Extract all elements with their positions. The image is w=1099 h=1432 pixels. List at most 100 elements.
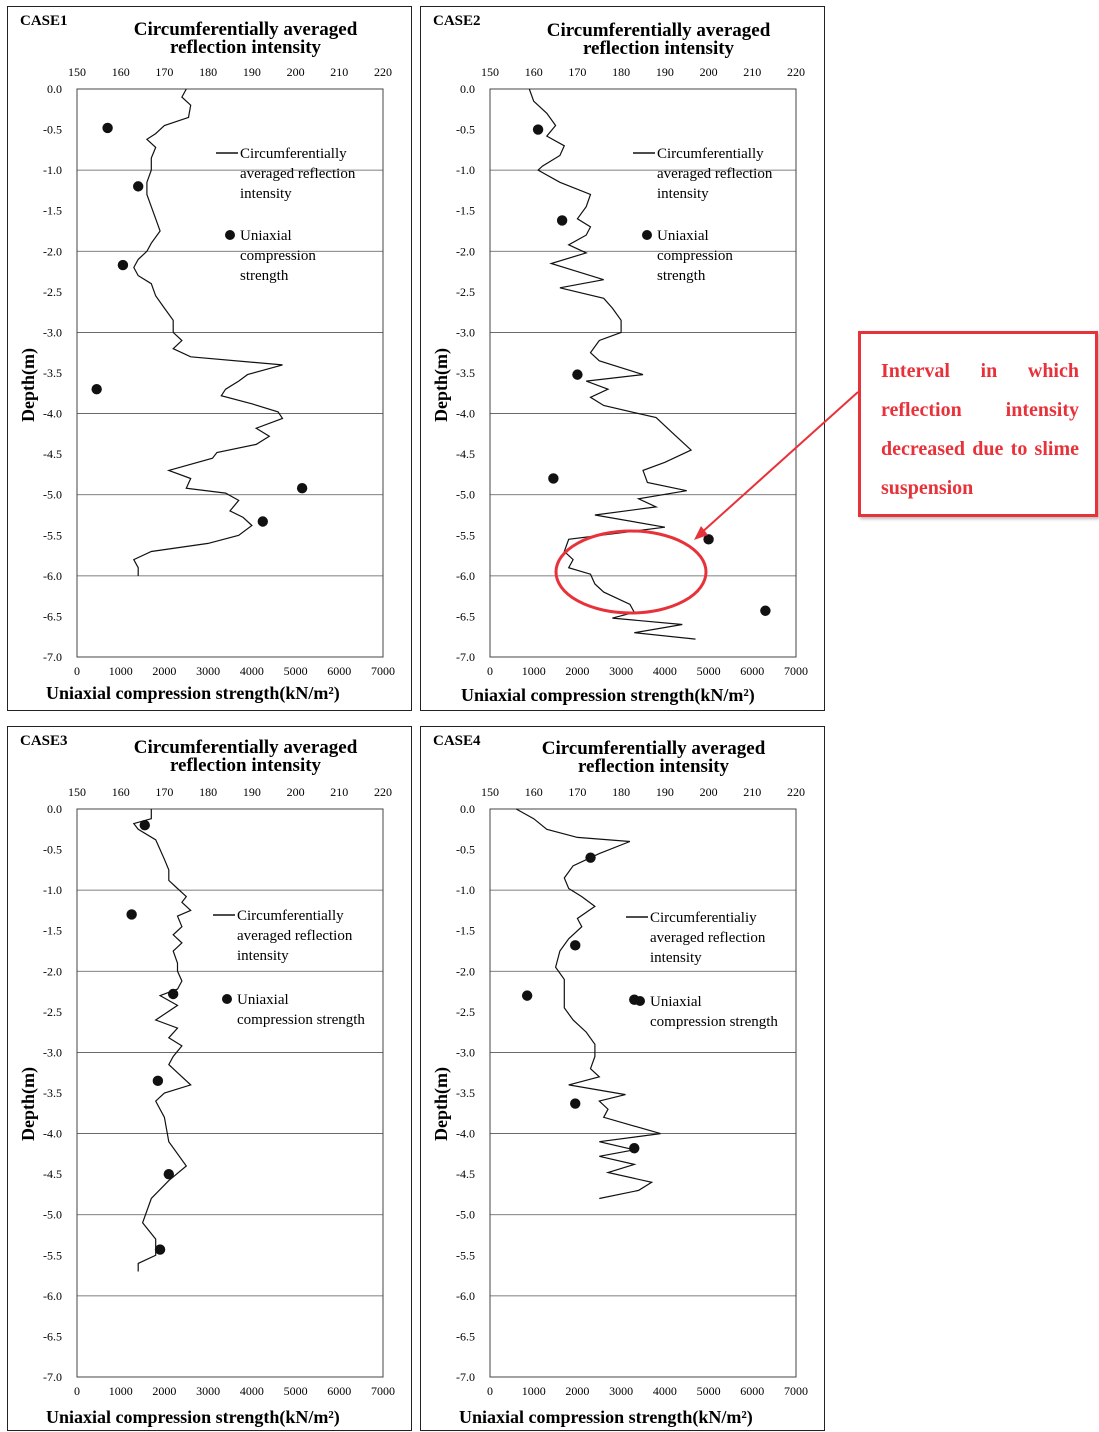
- top-tick-label: 200: [700, 65, 718, 79]
- bottom-tick-label: 0: [487, 664, 493, 678]
- top-tick-label: 190: [656, 65, 674, 79]
- bottom-tick-label: 3000: [609, 664, 633, 678]
- y-tick-label: -2.0: [456, 244, 475, 258]
- y-tick-label: -5.0: [43, 488, 62, 502]
- top-tick-label: 220: [374, 785, 392, 799]
- strength-point: [572, 369, 583, 380]
- legend-line-text: Circumferentially: [237, 908, 344, 924]
- strength-point: [521, 990, 533, 1001]
- strength-point: [585, 852, 596, 863]
- y-tick-label: -5.0: [43, 1208, 62, 1222]
- y-tick-label: -4.5: [43, 1167, 62, 1181]
- chart-title-line2: reflection intensity: [169, 755, 322, 776]
- y-tick-label: -0.5: [43, 123, 62, 137]
- strength-point: [257, 516, 268, 527]
- y-tick-label: -1.5: [43, 204, 62, 218]
- bottom-tick-label: 3000: [196, 1384, 220, 1398]
- y-tick-label: -4.0: [43, 407, 62, 421]
- strength-point: [126, 909, 137, 920]
- y-tick-label: -1.0: [456, 163, 475, 177]
- y-tick-label: -2.0: [43, 244, 62, 258]
- top-tick-label: 200: [287, 785, 305, 799]
- y-tick-label: -7.0: [43, 1370, 62, 1384]
- chart-title-line2: reflection intensity: [582, 38, 735, 59]
- legend-dot-swatch: [222, 994, 232, 1004]
- strength-point: [703, 534, 714, 545]
- bottom-tick-label: 2000: [565, 664, 589, 678]
- bottom-tick-label: 5000: [284, 1384, 308, 1398]
- y-tick-label: -2.5: [456, 285, 475, 299]
- y-tick-label: -3.0: [456, 325, 475, 339]
- legend-dot-text: Uniaxial: [237, 992, 289, 1008]
- y-tick-label: -3.0: [456, 1045, 475, 1059]
- bottom-tick-label: 2000: [152, 664, 176, 678]
- chart-title-line1: Circumferentially averaged: [133, 19, 358, 40]
- y-tick-label: -6.5: [43, 609, 62, 623]
- legend-dot-text: compression strength: [650, 1014, 778, 1030]
- legend-line-text: Circumferentialiy: [650, 910, 757, 926]
- top-tick-label: 150: [68, 785, 86, 799]
- top-tick-label: 190: [656, 785, 674, 799]
- strength-point: [570, 1098, 581, 1109]
- top-tick-label: 210: [330, 65, 348, 79]
- y-tick-label: -6.5: [43, 1329, 62, 1343]
- legend-dot-swatch: [642, 230, 652, 240]
- y-tick-label: 0.0: [47, 802, 62, 816]
- y-tick-label: -4.0: [456, 1127, 475, 1141]
- y-tick-label: -0.5: [456, 843, 475, 857]
- y-tick-label: -5.5: [456, 1248, 475, 1262]
- bottom-tick-label: 6000: [740, 664, 764, 678]
- strength-point: [139, 820, 150, 831]
- y-tick-label: -2.5: [456, 1005, 475, 1019]
- legend-line-text: intensity: [657, 186, 709, 202]
- y-tick-label: -3.5: [43, 366, 62, 380]
- legend-dot-text: compression: [657, 248, 733, 264]
- chart-panel-case4: CASE4 Circumferentially averaged reflect…: [420, 726, 825, 1431]
- top-tick-label: 150: [481, 65, 499, 79]
- bottom-tick-label: 6000: [327, 1384, 351, 1398]
- top-tick-label: 170: [155, 65, 173, 79]
- strength-point: [117, 259, 129, 271]
- y-tick-label: -7.0: [43, 650, 62, 664]
- top-tick-label: 170: [568, 785, 586, 799]
- top-tick-label: 220: [374, 65, 392, 79]
- strength-point: [548, 473, 559, 484]
- plot-frame: [489, 808, 797, 1378]
- x-axis-label: Uniaxial compression strength(kN/m²): [46, 1407, 340, 1427]
- top-tick-label: 210: [743, 785, 761, 799]
- legend-dot-text: Uniaxial: [650, 994, 702, 1010]
- y-tick-label: -5.5: [43, 528, 62, 542]
- top-tick-label: 180: [199, 65, 217, 79]
- bottom-tick-label: 7000: [784, 664, 808, 678]
- x-axis-label: Uniaxial compression strength(kN/m²): [461, 685, 755, 705]
- bottom-tick-label: 6000: [327, 664, 351, 678]
- legend-dot-swatch: [225, 230, 235, 240]
- bottom-tick-label: 6000: [740, 1384, 764, 1398]
- y-tick-label: 0.0: [460, 802, 475, 816]
- case-label: CASE2: [433, 13, 481, 29]
- legend-dot-text: compression strength: [237, 1012, 365, 1028]
- plot-area: 0.0 -0.5 -1.0 -1.5 -2.0 -2.5 -3.0 -3.5 -4.0 -4.5 -…: [43, 785, 395, 1398]
- top-tick-label: 210: [743, 65, 761, 79]
- bottom-tick-label: 4000: [240, 664, 264, 678]
- plot-area: 0.0 -0.5 -1.0 -1.5 -2.0 -2.5 -3.0 -3.5 -4.0 -4.5 -…: [456, 785, 808, 1398]
- y-tick-label: 0.0: [47, 82, 62, 96]
- top-tick-label: 210: [330, 785, 348, 799]
- y-tick-label: -1.0: [456, 883, 475, 897]
- legend-dot-text: strength: [657, 268, 706, 284]
- top-tick-label: 180: [199, 785, 217, 799]
- chart-title-line1: Circumferentially averaged: [546, 20, 771, 41]
- top-tick-label: 150: [481, 785, 499, 799]
- y-tick-label: -4.5: [43, 447, 62, 461]
- y-tick-label: -1.5: [456, 204, 475, 218]
- y-tick-label: -1.5: [456, 924, 475, 938]
- top-tick-label: 220: [787, 785, 805, 799]
- y-tick-label: -2.5: [43, 285, 62, 299]
- top-tick-label: 150: [68, 65, 86, 79]
- bottom-tick-label: 0: [74, 664, 80, 678]
- reflection-intensity-line: [132, 809, 192, 1272]
- y-tick-label: -6.0: [456, 569, 475, 583]
- legend-dot-text: compression: [240, 248, 316, 264]
- bottom-tick-label: 4000: [653, 1384, 677, 1398]
- bottom-tick-label: 3000: [609, 1384, 633, 1398]
